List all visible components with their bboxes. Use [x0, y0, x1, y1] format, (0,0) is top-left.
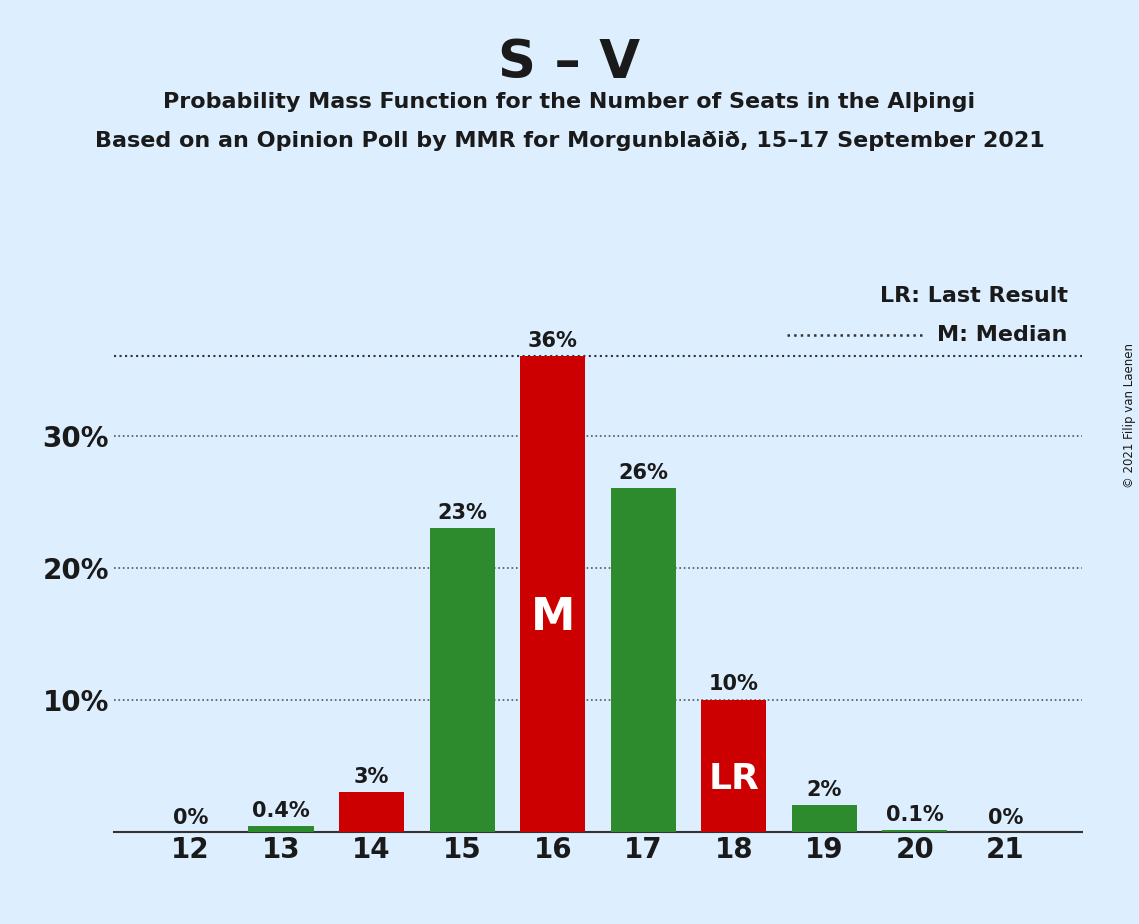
Text: 10%: 10% [708, 675, 759, 694]
Bar [429, 528, 494, 832]
Text: 0%: 0% [988, 808, 1023, 828]
Text: 26%: 26% [618, 463, 669, 483]
Text: LR: Last Result: LR: Last Result [879, 286, 1067, 306]
Text: LR: LR [708, 761, 760, 796]
Bar [339, 792, 404, 832]
Text: Based on an Opinion Poll by MMR for Morgunblaðið, 15–17 September 2021: Based on an Opinion Poll by MMR for Morg… [95, 131, 1044, 152]
Bar [792, 805, 857, 832]
Text: M: Median: M: Median [937, 325, 1067, 346]
Text: © 2021 Filip van Laenen: © 2021 Filip van Laenen [1123, 344, 1137, 488]
Text: 0.4%: 0.4% [252, 801, 310, 821]
Text: S – V: S – V [499, 37, 640, 89]
Text: 3%: 3% [354, 767, 390, 786]
Text: Probability Mass Function for the Number of Seats in the Alþingi: Probability Mass Function for the Number… [163, 92, 976, 113]
Text: 0.1%: 0.1% [886, 805, 944, 825]
Bar [248, 826, 313, 832]
Bar [702, 699, 767, 832]
Bar [883, 831, 948, 832]
Bar [611, 489, 675, 832]
Text: 0%: 0% [173, 808, 208, 828]
Text: 23%: 23% [437, 503, 487, 523]
Bar [521, 357, 585, 832]
Text: 36%: 36% [527, 331, 577, 351]
Text: M: M [531, 596, 575, 639]
Text: 2%: 2% [806, 780, 842, 800]
